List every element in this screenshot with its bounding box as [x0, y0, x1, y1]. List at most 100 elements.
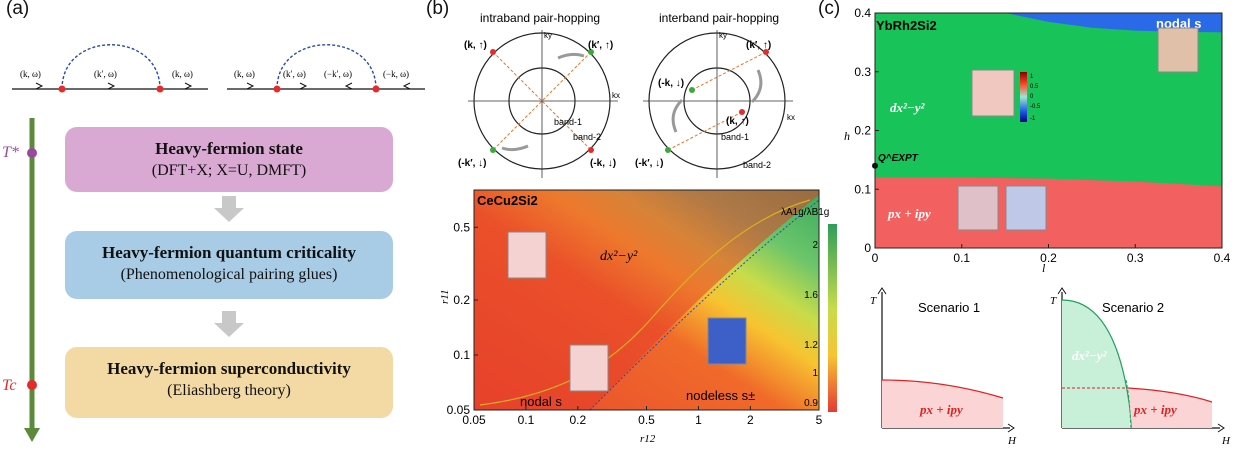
intra-state-3: (-k′, ↓)	[458, 158, 487, 169]
inter-state-3: (k, ↑)	[726, 116, 749, 127]
ky-label-2: ky	[719, 31, 727, 40]
x-tick-label: 5	[816, 413, 823, 427]
x-tick-label: 0.1	[953, 251, 970, 265]
phase-material-label: YbRh2Si2	[876, 18, 937, 33]
scenario-1-H: H	[1007, 435, 1017, 447]
orbital-inset-d	[971, 69, 1015, 117]
feyn1-label-3: (k, ω)	[172, 69, 193, 79]
y-tick-label: 0	[864, 241, 871, 255]
tc-marker	[27, 380, 37, 390]
inter-state-2: (k′, ↑)	[746, 40, 771, 51]
heatmap-material-label: CeCu2Si2	[477, 193, 538, 208]
kx-label-2: kx	[787, 113, 795, 122]
box-title: Heavy-fermion state	[155, 139, 303, 158]
scenario-2-T: T	[1050, 295, 1057, 307]
intraband-fermi-surface	[468, 30, 618, 178]
panel-c-label: (c)	[818, 0, 841, 19]
panel-b-label: (b)	[426, 0, 450, 19]
band1-label: band-1	[554, 117, 582, 127]
feyn1-label-2: (k′, ω)	[94, 69, 117, 79]
band1-label-2: band-1	[721, 132, 749, 142]
cecu2si2-heatmap	[473, 189, 820, 411]
y-tick-label: 0.5	[453, 220, 470, 234]
intra-state-2: (k′, ↑)	[588, 40, 613, 51]
kx-label: kx	[612, 91, 620, 100]
tstar-marker	[27, 148, 37, 158]
colorbar-label: λA1g/λB1g	[781, 207, 829, 218]
x-tick-label: 0.4	[1214, 251, 1231, 265]
orbital-inset-p2	[1005, 185, 1047, 231]
x-tick-label: 0.5	[638, 413, 655, 427]
scenario-2-title: Scenario 2	[1102, 300, 1164, 315]
inter-state-4: (-k′, ↓)	[635, 158, 664, 169]
intraband-title: intraband pair-hopping	[480, 11, 600, 25]
interband-title: interband pair-hopping	[659, 11, 779, 25]
panel-c-figure: 0 0.1 0.2 0.3 0.4 0 0.1 0.2 0.3 0.4 YbRh2Si2 nod…	[844, 6, 1231, 447]
box-heavy-fermion-state: Heavy-fermion state (DFT+X; X=U, DMFT)	[65, 127, 393, 192]
box-subtitle: (Eliashberg theory)	[167, 382, 291, 399]
scenario-2-diagram	[1057, 287, 1225, 433]
region-nodal-label: nodal s	[520, 394, 562, 409]
tc-label: Tc	[2, 377, 17, 394]
phase-y-ticks: 0 0.1 0.2 0.3 0.4	[854, 6, 879, 255]
orb-cbar-2: 0.5	[1030, 84, 1039, 90]
y-tick-label: 0.1	[854, 182, 871, 196]
cbar-tick-5: 0.9	[804, 398, 818, 409]
x-tick-label: 0.05	[462, 413, 486, 427]
orb-cbar-3: 0	[1030, 94, 1034, 100]
down-arrow-2	[214, 311, 244, 337]
orb-cbar-1: 1	[1030, 74, 1034, 80]
y-tick-label: 0.1	[453, 348, 470, 362]
ky-label: ky	[544, 31, 552, 40]
feyn2-label-2: (k′, ω)	[283, 69, 306, 79]
phase-ylabel: h	[844, 129, 850, 143]
box-subtitle: (Phenomenological pairing glues)	[120, 266, 338, 283]
heatmap-x-ticks: 0.05 0.1 0.2 0.5 1 2 5	[462, 406, 823, 427]
scenario-1-diagram	[877, 287, 1015, 433]
box-superconductivity: Heavy-fermion superconductivity (Eliashb…	[65, 347, 393, 418]
panel-a-diagrams: (k, ω) (k′, ω) (k, ω) (k, ω) (k′, ω) (−k…	[2, 44, 425, 442]
cbar-tick-3: 1.2	[804, 340, 818, 351]
panel-b-figure: intraband pair-hopping interband pair-ho…	[440, 11, 837, 445]
qexpt-marker	[872, 162, 878, 169]
feyn2-label-1: (k, ω)	[234, 69, 255, 79]
region-pxipy: px + ipy	[887, 206, 931, 221]
feynman-diagram-self-energy	[12, 44, 208, 93]
feyn2-label-4: (−k, ω)	[383, 69, 409, 79]
x-tick-label: 0	[872, 251, 879, 265]
scenario-1-region: px + ipy	[919, 402, 963, 417]
region-nodal-s: nodal s	[1156, 16, 1202, 31]
feynman-diagram-pairing	[227, 44, 425, 93]
heatmap-y-ticks: 0.05 0.1 0.2 0.5	[447, 220, 478, 417]
tstar-label: T*	[2, 144, 19, 161]
feyn1-label-1: (k, ω)	[20, 69, 41, 79]
qexpt-label: Q^EXPT	[878, 153, 919, 164]
region-dx2y2: dx²−y²	[890, 100, 926, 115]
colorbar	[828, 224, 837, 412]
box-quantum-criticality: Heavy-fermion quantum criticality (Pheno…	[65, 231, 393, 299]
orbital-inset-nodal	[1157, 27, 1199, 73]
heatmap-ylabel: r11	[440, 290, 451, 304]
band2-label-2: band-2	[743, 160, 771, 170]
heatmap-xlabel: r12	[640, 433, 656, 445]
orb-cbar-4: -0.5	[1030, 104, 1041, 110]
scenario-2-p-region: px + ipy	[1133, 402, 1177, 417]
panel-a-label: (a)	[6, 0, 30, 19]
inter-state-1: (-k, ↓)	[658, 78, 684, 89]
cbar-tick-2: 1.6	[804, 290, 818, 301]
y-tick-label: 0.4	[854, 6, 871, 20]
intra-state-4: (-k, ↓)	[590, 158, 616, 169]
region-d-label: dx²−y²	[600, 249, 638, 264]
box-subtitle: (DFT+X; X=U, DMFT)	[151, 162, 307, 179]
y-tick-label: 0.05	[447, 403, 471, 417]
x-tick-label: 0.2	[1040, 251, 1057, 265]
box-title: Heavy-fermion quantum criticality	[101, 243, 356, 262]
scenario-1-T: T	[870, 295, 877, 307]
region-nodeless-label: nodeless s±	[686, 388, 755, 403]
down-arrow-1	[214, 196, 244, 222]
phase-x-ticks: 0 0.1 0.2 0.3 0.4	[872, 244, 1231, 265]
orbital-colorbar	[1020, 72, 1027, 122]
y-tick-label: 0.2	[453, 293, 470, 307]
intra-state-1: (k, ↑)	[464, 40, 487, 51]
scenario-1-title: Scenario 1	[918, 300, 980, 315]
